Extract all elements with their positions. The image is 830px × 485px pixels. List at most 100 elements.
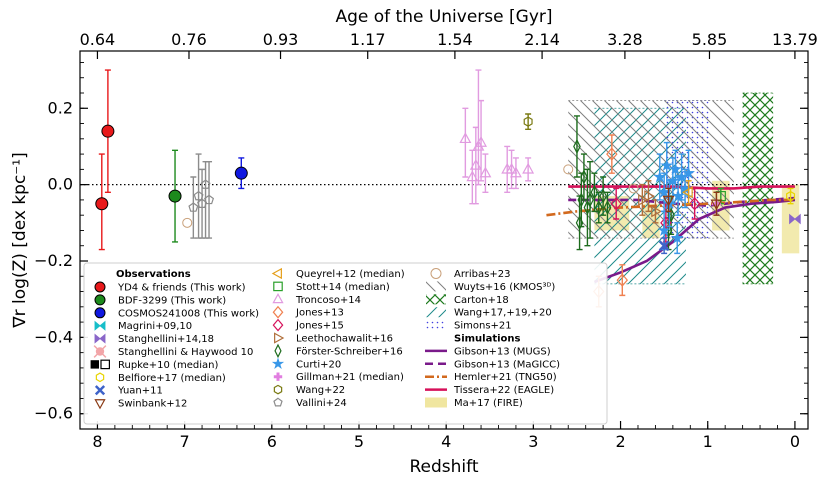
y-tick-label: −0.6 — [34, 404, 73, 423]
error-bar — [595, 191, 602, 224]
error-bar — [525, 113, 532, 130]
top-axis-label: Age of the Universe [Gyr] — [335, 7, 552, 27]
legend-entry-label: Hemler+21 (TNG50) — [454, 372, 557, 383]
top-tick-label: 3.28 — [607, 30, 643, 49]
data-point — [594, 199, 603, 216]
data-point — [522, 162, 535, 174]
legend-marker — [94, 320, 106, 331]
legend-marker-shape — [273, 397, 283, 407]
legend-swatch — [426, 281, 446, 292]
data-point — [101, 124, 115, 138]
top-tick-label: 13.79 — [772, 30, 818, 49]
error-bar — [608, 134, 615, 174]
error-bar — [478, 99, 485, 182]
data-point — [616, 273, 629, 287]
legend-entry-label: Jones+15 — [295, 321, 344, 332]
y-tick-label: −0.4 — [34, 327, 73, 346]
data-point-shape — [479, 166, 492, 178]
legend-entry-label: Leethochawalit+16 — [296, 334, 393, 345]
data-point — [603, 199, 612, 216]
legend-marker — [274, 343, 282, 359]
data-point — [681, 186, 693, 199]
data-point-shape — [610, 196, 622, 211]
data-point-shape — [475, 135, 488, 147]
x-tick-label: 3 — [528, 432, 538, 451]
legend-entry-label: Arribas+23 — [454, 269, 510, 280]
legend-entry-label: Gillman+21 (median) — [296, 372, 404, 383]
legend-marker-shape — [430, 268, 442, 279]
data-point-shape — [168, 189, 182, 203]
data-point — [573, 138, 581, 155]
error-bar — [199, 168, 206, 239]
legend-entry-label: BDF-3299 (This work) — [118, 295, 226, 306]
legend-marker — [272, 293, 284, 304]
legend-marker — [273, 397, 283, 407]
error-bar — [587, 161, 594, 239]
top-tick-label: 1.54 — [437, 30, 473, 49]
legend-entry-label: Förster-Schreiber+16 — [296, 346, 403, 357]
error-bar — [580, 153, 587, 201]
error-bar — [685, 180, 692, 205]
data-point — [505, 162, 518, 174]
legend-entry-label: Swinbank+12 — [118, 399, 187, 410]
y-tick-label: 0.0 — [48, 175, 73, 194]
data-point-shape — [234, 166, 248, 180]
error-bar — [525, 157, 532, 182]
legend-marker — [430, 268, 442, 279]
error-bar — [591, 172, 598, 213]
data-points-layer — [95, 69, 801, 308]
data-point — [610, 196, 622, 211]
data-point — [590, 184, 599, 200]
data-point-shape — [670, 231, 684, 244]
data-point — [660, 158, 674, 172]
legend-swatch — [426, 320, 446, 331]
data-point — [479, 166, 492, 178]
legend-entry-label: Carton+18 — [454, 295, 509, 306]
x-axis-label: Redshift — [409, 457, 478, 477]
data-point — [666, 174, 680, 187]
data-point-shape — [101, 124, 115, 138]
error-bar — [206, 161, 213, 239]
data-point-shape — [523, 116, 533, 127]
legend-entry-label: Yuan+11 — [117, 386, 163, 397]
error-bar — [600, 176, 607, 216]
legend-marker — [271, 357, 285, 369]
x-tick-label: 4 — [441, 432, 451, 451]
data-point-shape — [586, 192, 594, 208]
data-point-shape — [505, 162, 518, 174]
data-point — [658, 240, 670, 252]
data-point — [638, 193, 649, 206]
data-point-shape — [710, 199, 723, 211]
data-point-shape — [616, 273, 629, 287]
data-point — [710, 199, 723, 211]
simulation-lines-layer — [546, 185, 796, 284]
legend-marker — [273, 372, 283, 381]
legend-entry-label: Belfiore+17 (median) — [118, 373, 226, 384]
data-point — [523, 116, 533, 127]
data-point-shape — [580, 169, 588, 185]
band-edge-3 — [742, 92, 774, 285]
data-point-shape — [95, 197, 109, 211]
legend-marker — [93, 345, 107, 358]
legend-swatch — [426, 294, 446, 305]
data-point-shape — [638, 193, 649, 206]
error-bar — [195, 153, 202, 239]
legend-marker-shape — [271, 267, 282, 280]
error-bar — [469, 149, 476, 205]
data-point-shape — [573, 138, 581, 155]
legend-entry-label: Gibson+13 (MUGS) — [454, 346, 551, 357]
data-point — [466, 170, 479, 182]
legend-entry-label: Stanghellini & Haywood 10 — [118, 347, 253, 358]
x-tick-label: 1 — [703, 432, 713, 451]
legend-marker — [271, 267, 282, 280]
legend-marker-shape — [271, 357, 285, 369]
data-point — [586, 192, 594, 208]
data-point — [204, 194, 215, 205]
legend-entry-label: Vallini+24 — [296, 398, 347, 409]
error-bar — [573, 115, 580, 178]
legend-entry-label: Queyrel+12 (median) — [296, 269, 405, 280]
legend-marker-shape — [94, 333, 106, 344]
legend-marker — [94, 399, 106, 410]
plot-frame — [79, 50, 809, 430]
y-tick-label: −0.2 — [34, 251, 73, 270]
